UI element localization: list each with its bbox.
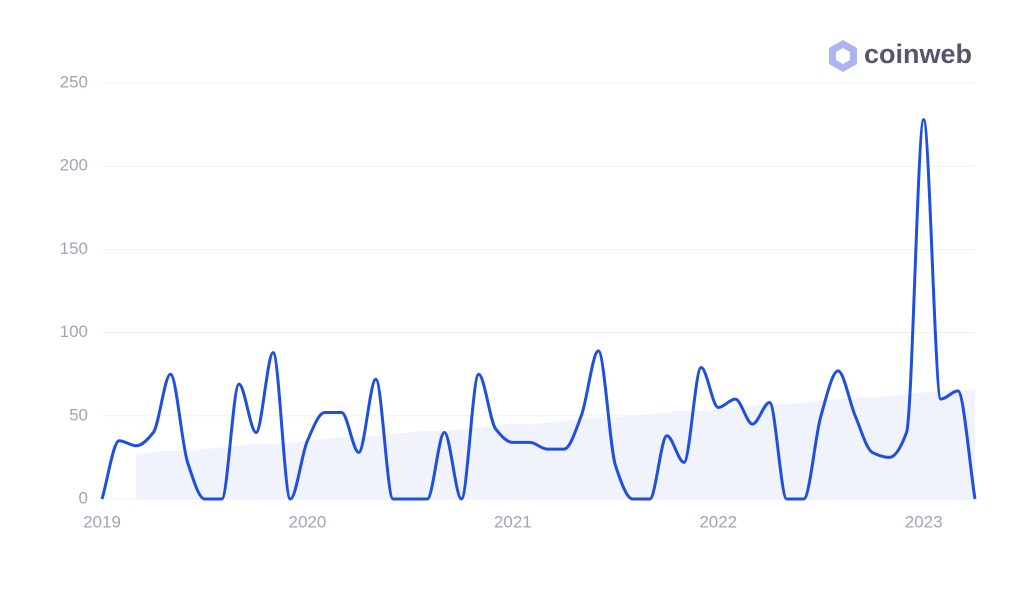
- y-tick-label: 200: [60, 156, 88, 175]
- x-tick-label: 2019: [83, 512, 121, 531]
- x-tick-label: 2023: [905, 512, 943, 531]
- x-tick-label: 2021: [494, 512, 532, 531]
- y-tick-label: 0: [79, 488, 88, 507]
- x-tick-label: 2022: [699, 512, 737, 531]
- logo-text: coinweb: [864, 39, 972, 69]
- y-tick-label: 150: [60, 239, 88, 258]
- y-tick-label: 50: [69, 405, 88, 424]
- line: [100, 118, 977, 501]
- logo: coinweb: [829, 39, 972, 72]
- trend-area: [136, 389, 975, 499]
- y-tick-label: 250: [60, 72, 88, 91]
- x-tick-label: 2020: [288, 512, 326, 531]
- y-tick-label: 100: [60, 322, 88, 341]
- logo-icon-inner: [836, 48, 850, 64]
